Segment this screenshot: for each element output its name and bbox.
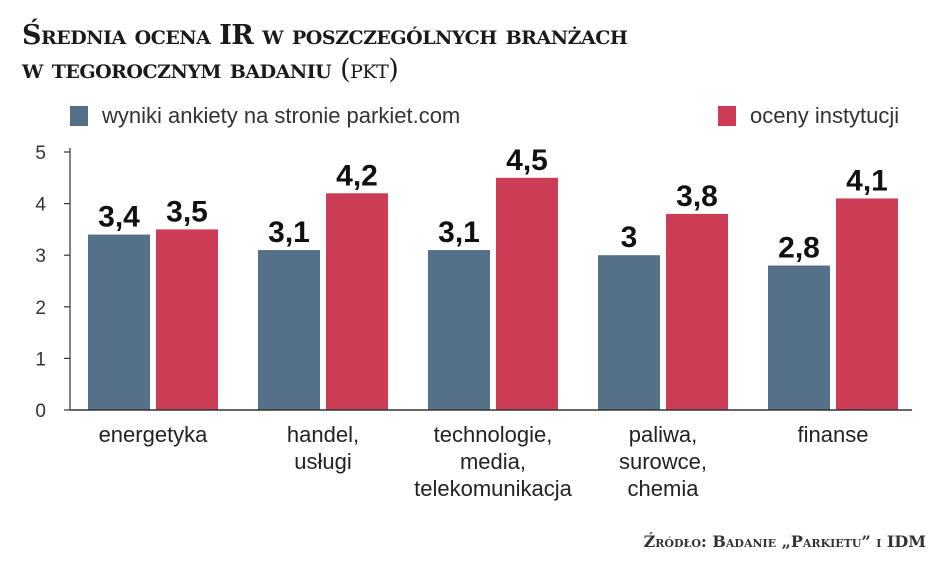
- data-label: 4,5: [506, 144, 548, 177]
- chart-title-line2: w tegorocznym badaniu: [22, 54, 332, 85]
- bar-institutions: [496, 177, 558, 410]
- x-tick-label: paliwa,: [629, 422, 697, 447]
- x-tick-label: handel,: [287, 422, 359, 447]
- legend-item-institutions: oceny instytucji: [718, 103, 899, 129]
- data-label: 3,4: [98, 201, 140, 234]
- legend-swatch-survey: [70, 106, 88, 126]
- bar-survey: [88, 234, 150, 410]
- y-tick-label: 0: [35, 401, 46, 422]
- data-label: 4,2: [336, 159, 378, 192]
- x-tick-label: energetyka: [99, 422, 209, 447]
- y-tick-label: 4: [35, 195, 46, 216]
- legend-label-survey: wyniki ankiety na stronie parkiet.com: [102, 103, 461, 128]
- x-tick-label: technologie,: [434, 422, 553, 447]
- bar-survey: [768, 265, 830, 410]
- data-label: 2,8: [778, 232, 820, 265]
- chart-title-unit: (pkt): [340, 54, 399, 85]
- chart-title-line1: Średnia ocena IR w poszczególnych branża…: [22, 20, 628, 51]
- data-label: 3: [621, 221, 638, 254]
- bar-institutions: [836, 198, 898, 410]
- bar-survey: [428, 250, 490, 410]
- data-label: 3,8: [676, 180, 718, 213]
- legend-item-survey: wyniki ankiety na stronie parkiet.com: [70, 103, 460, 129]
- x-tick-label: chemia: [628, 476, 700, 501]
- data-label: 4,1: [846, 164, 888, 197]
- y-tick-label: 3: [35, 246, 46, 267]
- legend-label-institutions: oceny instytucji: [750, 103, 900, 128]
- data-label: 3,5: [166, 195, 208, 228]
- x-tick-label: media,: [460, 449, 526, 474]
- y-tick-label: 5: [35, 143, 46, 164]
- bar-institutions: [326, 193, 388, 410]
- data-label: 3,1: [438, 216, 480, 249]
- x-tick-label: usługi: [294, 449, 351, 474]
- source-note: Źródło: Badanie „Parkietu” i IDM: [643, 532, 926, 551]
- bar-survey: [258, 250, 320, 410]
- bar-institutions: [666, 213, 728, 410]
- y-tick-label: 1: [35, 349, 46, 370]
- y-tick-label: 2: [35, 298, 46, 319]
- data-label: 3,1: [268, 216, 310, 249]
- bar-institutions: [156, 229, 218, 410]
- bar-survey: [598, 255, 660, 410]
- x-tick-label: telekomunikacja: [414, 476, 573, 501]
- x-tick-label: finanse: [798, 422, 869, 447]
- legend-swatch-institutions: [718, 106, 736, 126]
- x-tick-label: surowce,: [619, 449, 707, 474]
